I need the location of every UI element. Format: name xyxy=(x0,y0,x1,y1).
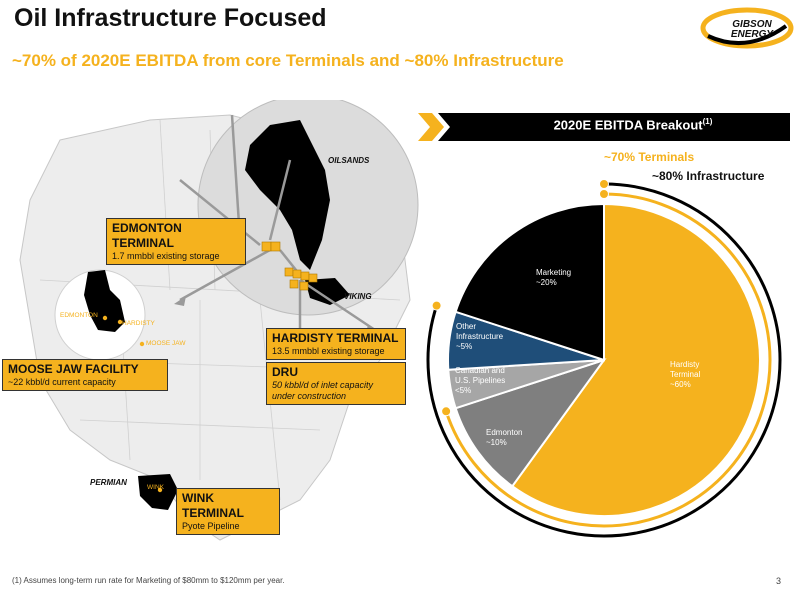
moose-jaw-facility-callout: MOOSE JAW FACILITY ~22 kbbl/d current ca… xyxy=(2,359,168,391)
viking-label: VIKING xyxy=(344,292,372,301)
infrastructure-arc-start xyxy=(599,179,609,189)
oilsands-label: OILSANDS xyxy=(328,156,370,165)
logo-text-1: GIBSON xyxy=(732,19,772,30)
hardisty-terminal-callout: HARDISTY TERMINAL 13.5 mmbbl existing st… xyxy=(266,328,406,360)
pie-label-line: Marketing xyxy=(536,268,572,277)
pie-label-hardisty-terminal: Hardisty Terminal ~60% xyxy=(670,360,700,390)
pie-label-line: Other xyxy=(456,322,477,331)
terminals-arc xyxy=(444,192,772,528)
pie-label-marketing: Marketing ~20% xyxy=(536,268,571,288)
page-subtitle: ~70% of 2020E EBITDA from core Terminals… xyxy=(12,51,564,70)
pie-label-line: Canadian and xyxy=(455,366,505,375)
pie-label-line: U.S. Pipelines xyxy=(455,376,506,385)
pie-label-line: Infrastructure xyxy=(456,332,504,341)
hardisty-terminal-detail: 13.5 mmbbl existing storage xyxy=(272,346,385,356)
moose-jaw-facility-detail: ~22 kbbl/d current capacity xyxy=(8,377,116,387)
hardisty-dot xyxy=(117,319,123,325)
breakout-title-text: 2020E EBITDA Breakout xyxy=(553,117,703,133)
pie-label-line: <5% xyxy=(455,386,472,395)
pie-label-other-infrastructure: Other Infrastructure ~5% xyxy=(456,322,503,352)
terminals-arc-start xyxy=(599,189,609,199)
pie-label-line: Terminal xyxy=(670,370,701,379)
moose-jaw-dot xyxy=(139,341,145,347)
edmonton-city-label: EDMONTON xyxy=(60,312,98,319)
terminals-arc-end xyxy=(441,406,452,417)
pie-label-line: Edmonton xyxy=(486,428,523,437)
viking-shape xyxy=(305,278,350,305)
infrastructure-arc xyxy=(426,182,782,538)
wink-terminal-title: WINK TERMINAL xyxy=(182,491,244,520)
edmonton-dot xyxy=(102,315,108,321)
pie-label-edmonton: Edmonton ~10% xyxy=(486,428,522,448)
infrastructure-label: ~80% Infrastructure xyxy=(652,169,765,183)
pie-label-line: ~60% xyxy=(670,380,691,389)
hardisty-terminal-title: HARDISTY TERMINAL xyxy=(272,331,399,345)
breakout-banner xyxy=(418,113,790,141)
pie-label-line: ~10% xyxy=(486,438,507,447)
breakout-title: 2020E EBITDA Breakout(1) xyxy=(488,117,778,132)
permian-label: PERMIAN xyxy=(90,478,127,487)
moose-jaw-facility-title: MOOSE JAW FACILITY xyxy=(8,362,139,376)
hardisty-tanks xyxy=(284,267,318,291)
edmonton-terminal-callout: EDMONTON TERMINAL 1.7 mmbbl existing sto… xyxy=(106,218,246,265)
dru-callout: DRU 50 kbbl/d of inlet capacity under co… xyxy=(266,362,406,405)
pie-label-line: ~20% xyxy=(536,278,557,287)
permian-shape xyxy=(138,474,178,510)
ebitda-pie-chart xyxy=(426,179,782,538)
saskatchewan-shape xyxy=(84,270,125,332)
page-title: Oil Infrastructure Focused xyxy=(14,4,327,32)
logo-text-2: ENERGY xyxy=(731,29,775,40)
moose-jaw-city-label: MOOSE JAW xyxy=(146,340,186,347)
hardisty-city-label: HARDISTY xyxy=(122,320,155,327)
dru-detail-2: under construction xyxy=(272,391,347,401)
wink-city-label: WINK xyxy=(147,484,164,491)
wink-terminal-detail: Pyote Pipeline xyxy=(182,521,240,531)
edmonton-terminal-title: EDMONTON TERMINAL xyxy=(112,221,182,250)
terminals-label: ~70% Terminals xyxy=(604,150,695,164)
wink-terminal-callout: WINK TERMINAL Pyote Pipeline xyxy=(176,488,280,535)
pie-label-line: ~5% xyxy=(456,342,473,351)
pie-slice-hardisty-terminal xyxy=(510,202,761,517)
edmonton-terminal-detail: 1.7 mmbbl existing storage xyxy=(112,251,220,261)
gibson-energy-logo: GIBSON ENERGY xyxy=(700,7,794,49)
pie-label-canadian-and-u-s-pipelines: Canadian and U.S. Pipelines <5% xyxy=(455,366,505,396)
dru-detail-1: 50 kbbl/d of inlet capacity xyxy=(272,380,374,390)
page-number: 3 xyxy=(776,576,782,586)
dru-title: DRU xyxy=(272,365,298,379)
pie-label-line: Hardisty xyxy=(670,360,700,369)
pie-slice-marketing xyxy=(454,202,605,362)
edmonton-tanks xyxy=(261,241,281,252)
footnote: (1) Assumes long-term run rate for Marke… xyxy=(12,576,285,585)
oilsands-shape xyxy=(245,120,330,270)
breakout-title-footnote: (1) xyxy=(702,117,713,126)
infrastructure-arc-end xyxy=(431,300,442,311)
wink-dot xyxy=(157,487,163,493)
pie-slice-edmonton xyxy=(454,358,607,488)
